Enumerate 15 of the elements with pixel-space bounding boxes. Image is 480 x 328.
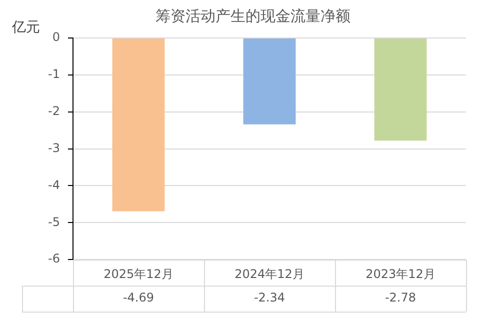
y-tick-label: -3 [48, 140, 60, 155]
data-label: -4.69 [122, 290, 154, 305]
y-tick-label: -1 [48, 67, 60, 82]
y-tick-label: -5 [48, 214, 60, 229]
y-tick-label: -6 [48, 252, 60, 266]
data-label: -2.34 [254, 290, 286, 305]
y-tick-label: -2 [48, 104, 60, 118]
x-tick-label: 2024年12月 [234, 266, 304, 281]
chart-title: 筹资活动产生的现金流量净额 [156, 6, 350, 25]
x-tick-label: 2023年12月 [366, 266, 436, 281]
y-tick-label: -4 [48, 178, 60, 192]
data-label: -2.78 [384, 290, 416, 305]
x-tick-label: 2025年12月 [104, 266, 174, 281]
y-tick-label: 0 [52, 30, 60, 44]
y-axis-title: 亿元 [11, 20, 40, 36]
